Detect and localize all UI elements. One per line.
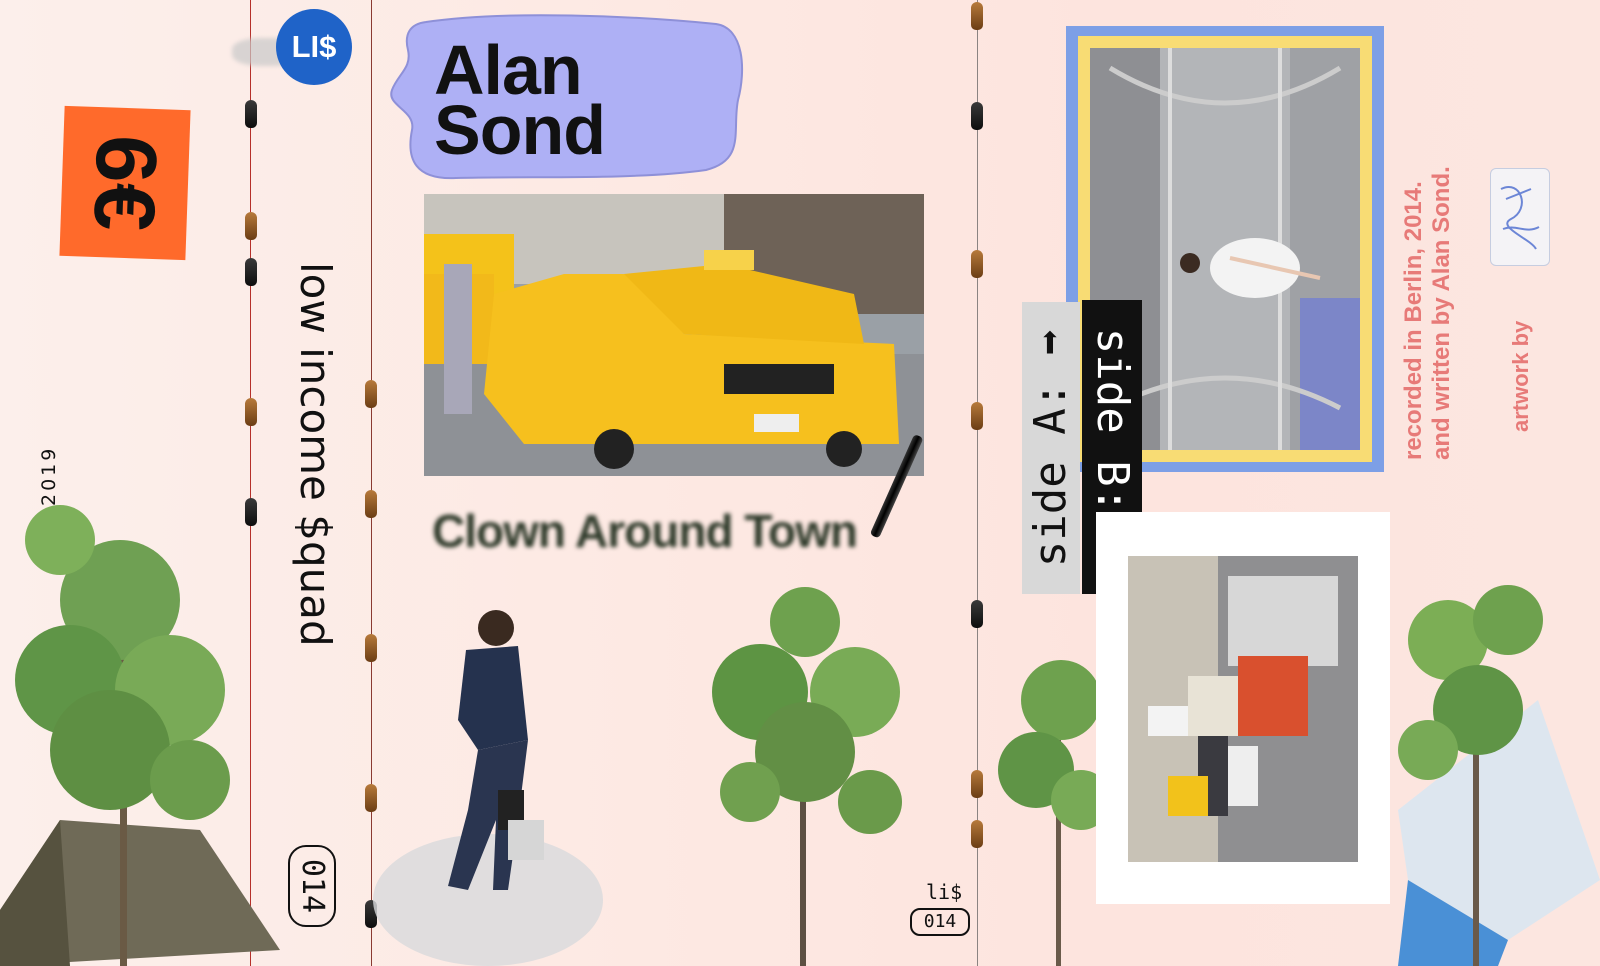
right-tree-image bbox=[1398, 585, 1600, 966]
catalog-number-text: 014 bbox=[295, 858, 330, 914]
artist-first-name: Alan bbox=[434, 31, 583, 109]
side-a-label: side A: ➡ bbox=[1022, 302, 1080, 594]
street-vendor-photo bbox=[1128, 556, 1358, 862]
right-small-tree-image bbox=[998, 660, 1106, 966]
label-logo: LI$ bbox=[276, 9, 352, 85]
artist-name-blob bbox=[390, 14, 743, 180]
credits-line-1: recorded in Berlin, 2014. bbox=[1400, 181, 1427, 460]
right-dotted-line bbox=[977, 0, 978, 966]
logo-text: LI$ bbox=[291, 29, 337, 64]
artist-last-name: Sond bbox=[434, 91, 606, 169]
catalog-number-spine: 014 bbox=[288, 845, 336, 927]
album-title: Clown Around Town bbox=[432, 505, 858, 557]
taxi-photo bbox=[424, 194, 924, 476]
left-tree-image bbox=[0, 505, 280, 966]
catalog-number-small: 014 bbox=[910, 908, 970, 936]
price-text: 6€ bbox=[75, 133, 176, 233]
artwork-credit: artwork by bbox=[1508, 320, 1533, 432]
artist-name: Alan Sond bbox=[434, 31, 606, 169]
artist-signature bbox=[1490, 168, 1550, 266]
walking-man-image bbox=[373, 610, 603, 966]
band-name: low income $quad bbox=[291, 262, 340, 647]
middle-tree-image bbox=[712, 587, 902, 966]
street-vendor-photo-frame bbox=[1096, 512, 1390, 904]
side-a-text: side A: ➡ bbox=[1025, 328, 1076, 568]
credits-line-2: and written by Alan Sond. bbox=[1428, 166, 1455, 460]
recording-credits: recorded in Berlin, 2014. and written by… bbox=[1400, 40, 1456, 460]
left-red-line bbox=[250, 0, 251, 966]
price-tag: 6€ bbox=[59, 105, 191, 261]
catalog-label-small: li$ bbox=[926, 880, 963, 904]
middle-red-line bbox=[371, 0, 372, 966]
